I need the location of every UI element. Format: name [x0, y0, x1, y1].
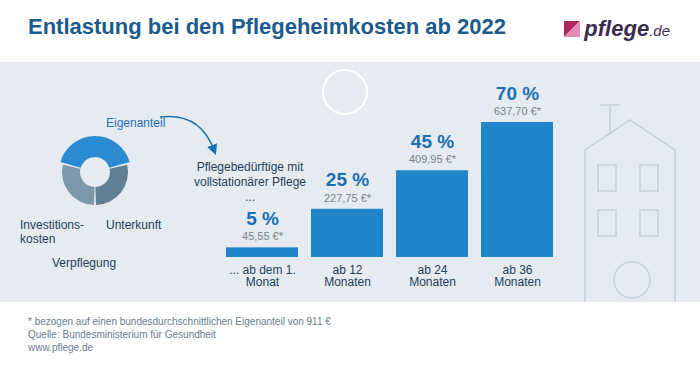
html-text:Eigenanteil: Eigenanteil: [106, 116, 166, 130]
svg-text:227,75 €*: 227,75 €*: [324, 192, 372, 204]
html-text:Verpflegung: Verpflegung: [52, 256, 117, 270]
html-text:pflege.de: pflege.de: [584, 16, 670, 41]
svg-text:70 %: 70 %: [496, 83, 539, 104]
svg-text:... ab dem 1.Monat: ... ab dem 1.Monat: [229, 263, 296, 289]
html-text:Investitions- kosten: Investitions- kosten: [20, 218, 84, 246]
html-text:Pflegebedürftige mit vollstati: Pflegebedürftige mit vollstationärer Pfl…: [194, 160, 306, 204]
html-text:* bezogen auf einen bundesdurc: * bezogen auf einen bundesdurchschnittli…: [28, 316, 331, 327]
svg-text:25 %: 25 %: [326, 169, 369, 190]
svg-text:637,70 €*: 637,70 €*: [494, 105, 542, 117]
svg-text:45 %: 45 %: [411, 131, 454, 152]
html-text:www.pflege.de: www.pflege.de: [28, 342, 93, 353]
svg-text:ab 24Monaten: ab 24Monaten: [409, 263, 456, 289]
html-text:Unterkunft: Unterkunft: [106, 218, 162, 232]
svg-text:ab 36Monaten: ab 36Monaten: [494, 263, 541, 289]
svg-text:409,95 €*: 409,95 €*: [409, 153, 457, 165]
svg-text:ab 12Monaten: ab 12Monaten: [324, 263, 371, 289]
html-text:Entlastung bei den Pflegeheimk: Entlastung bei den Pflegeheimkosten ab 2…: [28, 14, 506, 39]
svg-text:45,55 €*: 45,55 €*: [242, 230, 284, 242]
svg-text:5 %: 5 %: [246, 208, 279, 229]
html-text:Quelle: Bundesministerium für: Quelle: Bundesministerium für Gesundheit: [28, 329, 216, 340]
